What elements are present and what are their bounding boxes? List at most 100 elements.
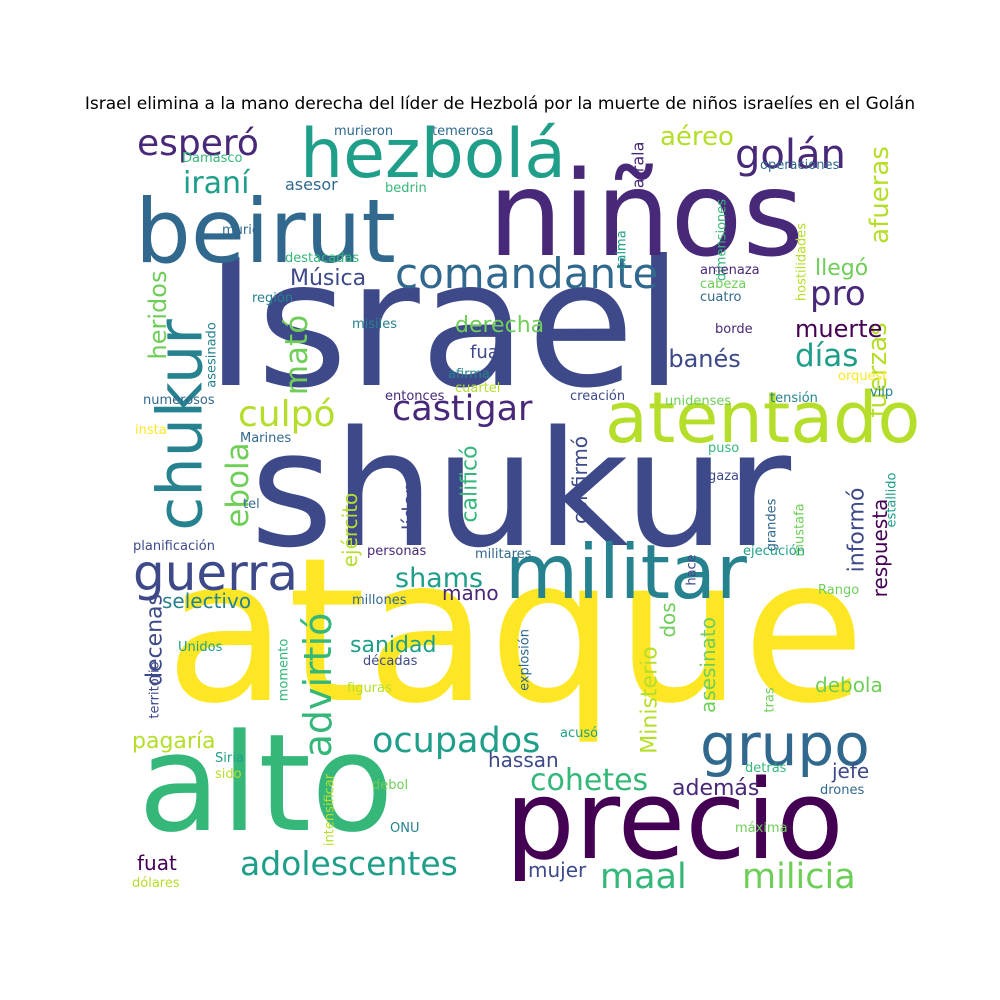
word-12: comandante (395, 249, 658, 298)
word-69: hostilidades (795, 223, 810, 301)
word-96: planificación (133, 539, 215, 554)
word-11: grupo (700, 711, 870, 779)
word-77: misiles (352, 317, 397, 332)
word-54: mano (442, 581, 499, 605)
word-47: respuesta (868, 499, 892, 598)
word-105: explosión (518, 629, 533, 691)
word-48: informó (845, 488, 870, 573)
word-50: selectivo (162, 589, 251, 613)
word-70: murió (222, 223, 260, 238)
word-51: Ministerio (638, 646, 663, 753)
word-100: ejecución (743, 544, 805, 559)
word-112: sido (215, 767, 242, 782)
word-103: Unidos (178, 640, 223, 655)
word-32: afueras (865, 146, 895, 244)
word-38: Música (290, 266, 366, 291)
word-92: tel (243, 497, 260, 512)
word-25: iraní (183, 166, 251, 201)
word-86: unidenses (665, 394, 731, 409)
word-39: derecha (455, 313, 544, 338)
word-20: culpó (238, 394, 336, 435)
word-104: momento (277, 639, 292, 702)
word-21: golán (735, 132, 846, 178)
word-64: Damasco (182, 151, 243, 166)
word-89: Marines (240, 431, 291, 446)
word-9: hezbolá (300, 115, 566, 194)
word-43: mujer (528, 858, 587, 882)
word-10: chukur (144, 319, 217, 531)
word-52: dos (656, 602, 680, 637)
word-56: confirmó (568, 436, 592, 524)
word-87: tensión (770, 391, 818, 406)
word-88: insta (135, 423, 167, 438)
word-62: murieron (334, 124, 393, 139)
word-119: dólares (132, 876, 180, 891)
word-78: borde (715, 322, 753, 337)
word-45: debola (815, 673, 883, 697)
word-75: región (252, 291, 293, 306)
word-59: fua (470, 342, 499, 363)
word-82: viip (870, 385, 893, 400)
word-72: amenaza (700, 263, 760, 278)
word-34: aéreo (660, 122, 734, 152)
word-101: millones (352, 593, 407, 608)
word-29: shams (395, 563, 483, 594)
word-61: narrala (629, 142, 648, 199)
word-33: heridos (144, 271, 172, 360)
word-30: ebola (220, 442, 256, 527)
word-13: guerra (133, 544, 298, 602)
word-68: calma (615, 230, 630, 269)
word-55: calificó (458, 445, 483, 522)
word-102: Rango (818, 583, 859, 598)
word-106: décadas (363, 654, 418, 669)
word-79: afirma (448, 367, 490, 382)
word-71: destacadas (285, 251, 359, 266)
word-6: beirut (135, 180, 396, 283)
word-107: figuras (347, 681, 392, 696)
word-60: asesor (285, 175, 338, 194)
word-111: Siria (215, 751, 244, 766)
word-83: numerosos (143, 393, 215, 408)
word-26: mató (279, 315, 315, 395)
word-99: hace (685, 554, 700, 585)
word-93: mustafa (793, 503, 808, 556)
word-113: detrás (745, 761, 787, 776)
chart-title: Israel elimina a la mano derecha del líd… (84, 94, 916, 114)
word-76: asesinado (205, 322, 220, 388)
word-31: fuerzas (863, 322, 893, 417)
word-66: operaciones (760, 158, 839, 173)
word-8: atentado (605, 377, 920, 459)
word-91: gaza (708, 469, 739, 484)
word-40: sanidad (350, 633, 436, 658)
word-3: alto (138, 705, 394, 862)
word-108: territorio (148, 661, 163, 718)
word-49: decenas (143, 594, 168, 686)
word-5: precio (505, 756, 844, 884)
word-35: muerte (795, 315, 882, 343)
word-117: ONU (390, 821, 419, 836)
word-44: fuat (137, 851, 177, 875)
word-0: Israel (205, 224, 683, 427)
word-42: hassan (488, 748, 559, 772)
word-114: debol (372, 778, 408, 793)
word-37: llegó (815, 256, 868, 281)
word-4: niños (488, 145, 804, 283)
word-63: temerosa (432, 124, 494, 139)
word-27: pro (810, 274, 866, 314)
word-18: castigar (392, 389, 533, 429)
word-16: milicia (742, 857, 856, 897)
word-94: grandes (765, 498, 780, 551)
word-67: dimensiones (715, 199, 730, 281)
word-15: adolescentes (240, 844, 458, 883)
word-109: tras (763, 687, 778, 712)
word-58: líder (398, 485, 422, 530)
word-36: libanés (655, 345, 741, 373)
word-7: militar (505, 528, 747, 616)
word-116: intensificar (323, 773, 338, 846)
word-14: ocupados (372, 721, 540, 761)
word-17: maal (600, 857, 687, 897)
word-81: orquest (838, 369, 887, 384)
word-80: cuartel (455, 381, 500, 396)
word-19: esperó (137, 123, 259, 164)
